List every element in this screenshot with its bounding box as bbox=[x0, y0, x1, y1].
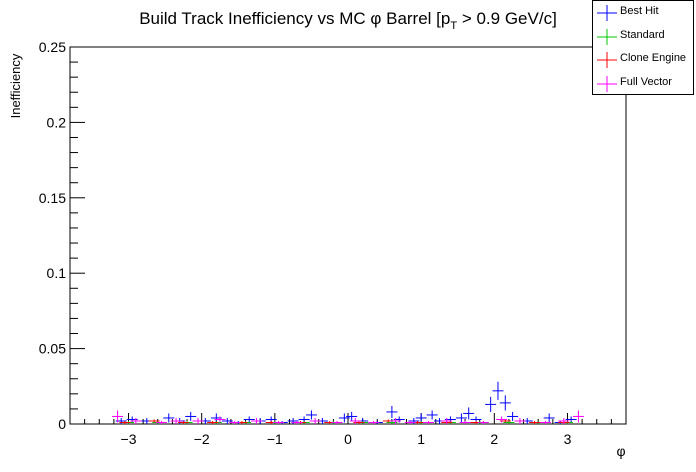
chart-title-main: Build Track Inefficiency vs MC φ Barrel … bbox=[139, 9, 450, 28]
data-point-full-vector bbox=[422, 420, 434, 424]
chart-title: Build Track Inefficiency vs MC φ Barrel … bbox=[139, 9, 557, 32]
legend-label-best-hit: Best Hit bbox=[620, 5, 659, 17]
legend-label-full-vector: Full Vector bbox=[620, 76, 672, 88]
legend-marker-best-hit bbox=[597, 5, 617, 21]
y-tick-label: 0 bbox=[58, 416, 66, 432]
data-point-full-vector bbox=[558, 417, 570, 424]
data-point-clone-engine bbox=[148, 419, 160, 423]
data-point-best-hit bbox=[426, 410, 438, 420]
data-point-best-hit bbox=[507, 411, 519, 421]
y-axis-label: Inefficiency bbox=[8, 53, 23, 118]
data-point-full-vector bbox=[404, 420, 416, 424]
data-point-full-vector bbox=[477, 420, 489, 424]
legend-item-full-vector: Full Vector bbox=[593, 72, 693, 95]
data-point-clone-engine bbox=[177, 420, 189, 424]
y-tick-label: 0.2 bbox=[47, 114, 67, 130]
data-point-best-hit bbox=[485, 396, 497, 412]
data-point-best-hit bbox=[386, 405, 398, 418]
legend-marker-standard bbox=[597, 29, 617, 45]
data-point-best-hit bbox=[543, 413, 555, 423]
data-point-best-hit bbox=[463, 407, 475, 420]
data-point-best-hit bbox=[455, 413, 467, 423]
chart-title-tail: > 0.9 GeV/c] bbox=[457, 9, 557, 28]
x-tick-label: −1 bbox=[267, 431, 283, 447]
x-tick-label: −2 bbox=[194, 431, 210, 447]
data-point-full-vector bbox=[514, 417, 526, 424]
data-point-best-hit bbox=[499, 395, 511, 411]
x-axis-label: φ bbox=[616, 443, 625, 459]
data-point-full-vector bbox=[155, 420, 167, 424]
data-point-best-hit bbox=[492, 381, 504, 400]
legend-label-standard: Standard bbox=[620, 29, 665, 41]
legend-item-best-hit: Best Hit bbox=[593, 1, 693, 24]
data-point-best-hit bbox=[346, 411, 358, 421]
plot-frame bbox=[69, 46, 627, 425]
y-tick-label: 0.05 bbox=[39, 341, 66, 357]
x-tick-label: 1 bbox=[417, 431, 425, 447]
data-point-best-hit bbox=[338, 413, 350, 423]
data-point-full-vector bbox=[349, 417, 361, 424]
legend-marker-clone-engine bbox=[597, 52, 617, 68]
data-point-clone-engine bbox=[529, 420, 541, 424]
data-point-full-vector bbox=[251, 417, 263, 424]
y-tick-label: 0.25 bbox=[39, 39, 66, 55]
data-point-full-vector bbox=[229, 420, 241, 424]
data-point-full-vector bbox=[540, 420, 552, 424]
data-point-full-vector bbox=[214, 416, 226, 423]
data-point-full-vector bbox=[390, 417, 402, 424]
x-tick-label: −3 bbox=[121, 431, 137, 447]
data-point-full-vector bbox=[192, 417, 204, 424]
data-point-full-vector bbox=[496, 416, 508, 423]
x-tick-label: 3 bbox=[564, 431, 572, 447]
legend-item-standard: Standard bbox=[593, 25, 693, 48]
data-point-full-vector bbox=[331, 420, 343, 424]
legend: Best Hit Standard Clone Engine Full Vect… bbox=[592, 0, 694, 95]
data-point-clone-engine bbox=[119, 420, 131, 424]
data-point-full-vector bbox=[112, 410, 124, 423]
data-point-full-vector bbox=[309, 417, 321, 424]
data-point-full-vector bbox=[459, 420, 471, 424]
legend-marker-full-vector bbox=[597, 76, 617, 92]
legend-item-clone-engine: Clone Engine bbox=[593, 48, 693, 71]
data-point-full-vector bbox=[441, 417, 453, 424]
data-point-full-vector bbox=[273, 420, 284, 424]
legend-label-clone-engine: Clone Engine bbox=[620, 52, 687, 64]
data-point-best-hit bbox=[163, 413, 175, 423]
data-point-best-hit bbox=[243, 416, 255, 423]
y-tick-label: 0.15 bbox=[39, 190, 66, 206]
series-best-hit bbox=[115, 381, 577, 424]
data-point-full-vector bbox=[572, 410, 584, 423]
data-point-full-vector bbox=[130, 417, 142, 424]
data-point-full-vector bbox=[170, 417, 182, 424]
y-tick-label: 0.1 bbox=[47, 265, 67, 281]
series-full-vector bbox=[112, 410, 584, 424]
data-point-full-vector bbox=[368, 420, 380, 424]
data-point-clone-engine bbox=[207, 420, 219, 424]
data-point-full-vector bbox=[291, 420, 303, 424]
data-point-best-hit bbox=[305, 410, 317, 420]
x-tick-label: 2 bbox=[490, 431, 498, 447]
data-point-best-hit bbox=[221, 417, 233, 424]
x-tick-label: 0 bbox=[344, 431, 352, 447]
chart-title-subscript: T bbox=[450, 20, 457, 32]
data-point-best-hit bbox=[185, 411, 197, 421]
data-point-best-hit bbox=[565, 416, 577, 423]
